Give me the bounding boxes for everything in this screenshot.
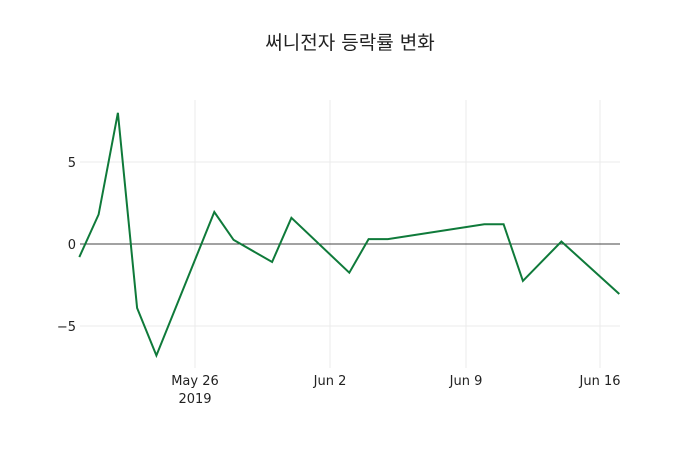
- series-line: [78, 112, 620, 359]
- svg-text:Jun 9: Jun 9: [449, 374, 483, 389]
- svg-text:Jun 16: Jun 16: [579, 374, 621, 389]
- x-axis-ticks: May 26 2019 Jun 2 Jun 9 Jun 16: [171, 374, 620, 407]
- chart-title: 써니전자 등락률 변화: [265, 32, 435, 54]
- svg-text:2019: 2019: [178, 392, 211, 407]
- svg-text:5: 5: [68, 156, 76, 171]
- svg-text:−5: −5: [57, 320, 76, 335]
- svg-text:Jun 2: Jun 2: [313, 374, 347, 389]
- y-axis-ticks: 5 0 −5: [57, 156, 76, 335]
- svg-text:0: 0: [68, 238, 76, 253]
- svg-text:May 26: May 26: [171, 374, 219, 389]
- gridlines: [80, 100, 620, 368]
